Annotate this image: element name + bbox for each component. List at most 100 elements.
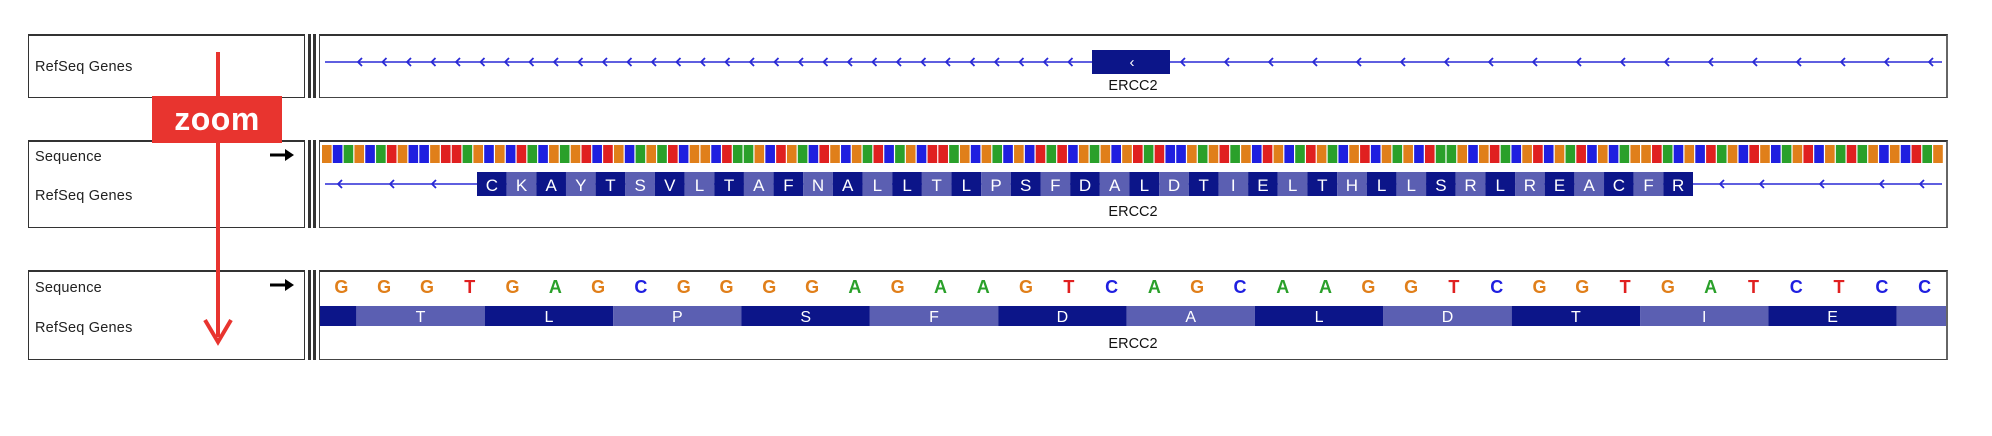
amino-acid-block[interactable] <box>1455 172 1486 196</box>
amino-acid-block[interactable] <box>536 172 566 196</box>
base-bar <box>1673 145 1684 163</box>
base-bar <box>1089 145 1100 163</box>
base-bar <box>635 145 646 163</box>
amino-acid-block[interactable] <box>484 306 614 326</box>
amino-acid-block[interactable] <box>1511 306 1641 326</box>
amino-acid-block[interactable] <box>1485 172 1516 196</box>
amino-acid-block[interactable] <box>1896 306 1946 326</box>
base-bar <box>1835 145 1846 163</box>
base-letter: G <box>1404 277 1418 297</box>
amino-acid-block[interactable] <box>1663 172 1693 196</box>
base-bar <box>819 145 830 163</box>
amino-acid-block[interactable] <box>1040 172 1071 196</box>
strand-chevron-icon <box>1707 57 1714 67</box>
amino-acid-block[interactable] <box>714 172 744 196</box>
strand-chevron-icon <box>381 57 388 67</box>
amino-acid-block[interactable] <box>862 172 893 196</box>
amino-acid-block[interactable] <box>803 172 833 196</box>
track-data-area[interactable]: ‹ ERCC2 <box>319 34 1948 98</box>
amino-acid-block[interactable] <box>1337 172 1367 196</box>
base-letter: G <box>677 277 691 297</box>
strand-chevron-icon <box>895 57 902 67</box>
amino-acid-block[interactable] <box>1129 172 1160 196</box>
strand-chevron-icon <box>1619 57 1626 67</box>
amino-acid-block[interactable] <box>743 172 774 196</box>
amino-acid-block[interactable] <box>998 306 1127 326</box>
amino-acid-block[interactable] <box>981 172 1011 196</box>
amino-acid-block[interactable] <box>1768 306 1897 326</box>
panel-divider[interactable] <box>308 270 311 360</box>
amino-acid-block[interactable] <box>1010 172 1041 196</box>
strand-arrow-icon[interactable] <box>269 278 295 292</box>
amino-acid-block[interactable] <box>951 172 982 196</box>
amino-acid-block[interactable] <box>921 172 952 196</box>
amino-acid-block[interactable] <box>1254 306 1384 326</box>
base-bar <box>376 145 386 163</box>
panel-divider[interactable] <box>313 140 316 228</box>
amino-acid-block[interactable] <box>1099 172 1130 196</box>
panel-divider[interactable] <box>308 34 311 98</box>
base-bar <box>711 145 721 163</box>
base-letter: C <box>1105 277 1118 297</box>
amino-acid-block[interactable] <box>1159 172 1189 196</box>
amino-acid-block[interactable] <box>832 172 863 196</box>
amino-acid-block[interactable] <box>1070 172 1100 196</box>
base-letter: A <box>934 277 947 297</box>
amino-acid-block[interactable] <box>869 306 999 326</box>
amino-acid-block[interactable] <box>1218 172 1249 196</box>
amino-acid-block[interactable] <box>1633 172 1664 196</box>
gene-track-overview[interactable]: ‹ <box>320 40 1946 80</box>
amino-acid-block[interactable] <box>1640 306 1769 326</box>
amino-acid-block[interactable] <box>506 172 537 196</box>
amino-acid-block[interactable] <box>1277 172 1308 196</box>
panel-divider[interactable] <box>313 34 316 98</box>
amino-acid-block[interactable] <box>477 172 507 196</box>
amino-acid-block[interactable] <box>320 306 357 326</box>
amino-acid-block[interactable] <box>625 172 655 196</box>
amino-acid-block[interactable] <box>595 172 626 196</box>
amino-acid-block[interactable] <box>1426 172 1456 196</box>
base-bar <box>1803 145 1814 163</box>
panel-divider[interactable] <box>308 140 311 228</box>
base-bar <box>949 145 959 163</box>
amino-acid-block[interactable] <box>1383 306 1512 326</box>
amino-acid-block[interactable] <box>1126 306 1255 326</box>
amino-acid-block[interactable] <box>1188 172 1219 196</box>
amino-acid-block[interactable] <box>684 172 715 196</box>
base-bar <box>1619 145 1630 163</box>
amino-acid-block[interactable] <box>1307 172 1338 196</box>
panel-divider[interactable] <box>313 270 316 360</box>
amino-acid-block[interactable] <box>892 172 922 196</box>
amino-acid-block[interactable] <box>356 306 485 326</box>
base-bar <box>1035 145 1046 163</box>
amino-acid-block[interactable] <box>1515 172 1545 196</box>
strand-arrow-icon[interactable] <box>269 148 295 162</box>
sequence-track[interactable] <box>320 144 1946 166</box>
amino-acid-block[interactable] <box>565 172 596 196</box>
exon-block[interactable] <box>1092 50 1170 74</box>
amino-acid-block[interactable] <box>1574 172 1605 196</box>
amino-acid-block[interactable] <box>1544 172 1575 196</box>
base-bar <box>1370 145 1381 163</box>
amino-acid-letter: L <box>1495 176 1504 195</box>
amino-acid-block[interactable] <box>654 172 685 196</box>
base-bar <box>1468 145 1478 163</box>
amino-acid-block[interactable] <box>1366 172 1397 196</box>
base-letter: A <box>977 277 990 297</box>
amino-acid-block[interactable] <box>773 172 804 196</box>
amino-acid-letter: S <box>1020 176 1031 195</box>
base-letter: G <box>1575 277 1589 297</box>
base-bar <box>1424 145 1435 163</box>
amino-acid-block[interactable] <box>1248 172 1278 196</box>
amino-acid-block[interactable] <box>741 306 870 326</box>
amino-acid-letter: L <box>1377 176 1386 195</box>
amino-acid-block[interactable] <box>613 306 742 326</box>
base-bar <box>1208 145 1219 163</box>
amino-acid-block[interactable] <box>1604 172 1634 196</box>
amino-acid-block[interactable] <box>1396 172 1427 196</box>
